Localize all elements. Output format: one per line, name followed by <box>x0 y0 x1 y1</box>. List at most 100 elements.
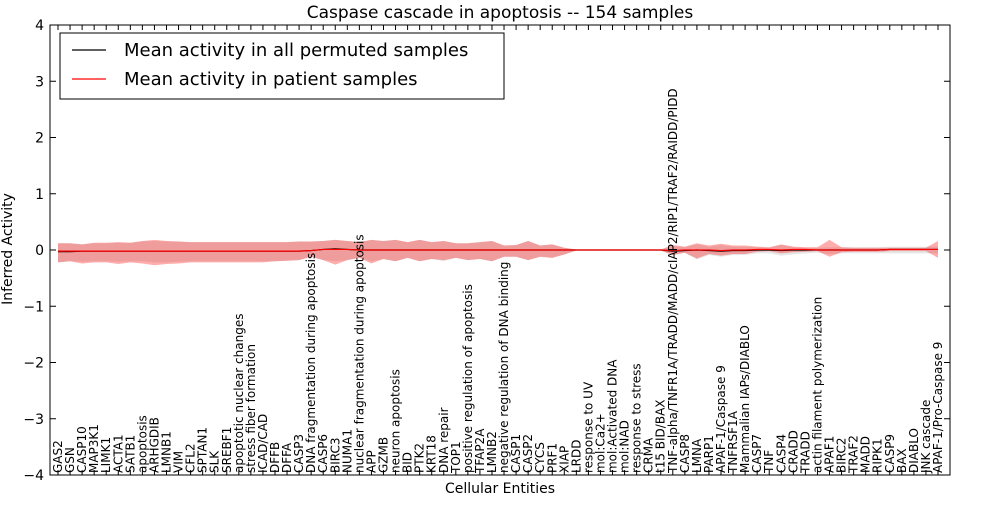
x-axis-label: Cellular Entities <box>445 481 555 497</box>
line-patient <box>58 248 938 252</box>
y-tick-label: 3 <box>35 74 44 90</box>
x-tick-labels: GAS2GSNCASP10MAP3K1LIMK1ACTA1SATB1apopto… <box>51 88 945 474</box>
x-tick-label: BID <box>401 452 415 473</box>
x-tick-label: negative regulation of DNA binding <box>497 262 511 473</box>
x-tick-label: apoptosis <box>135 415 149 473</box>
x-tick-label: ACTA1 <box>111 434 125 473</box>
x-tick-label: KRT18 <box>425 435 439 473</box>
x-tick-label: ARHGDIB <box>147 417 161 473</box>
y-tick-label: −3 <box>23 412 44 428</box>
chart-title: Caspase cascade in apoptosis -- 154 samp… <box>307 3 694 23</box>
x-tick-label: CASP3 <box>292 434 306 473</box>
y-tick-label: −2 <box>23 356 44 372</box>
x-tick-label: LRDD <box>569 439 583 473</box>
x-tick-label: LMNA <box>690 438 704 473</box>
x-tick-label: CASP2 <box>521 434 535 473</box>
x-tick-label: CASP6 <box>316 434 330 473</box>
x-tick-label: LMNB2 <box>485 431 499 473</box>
x-tick-label: ICAD/CAD <box>256 414 270 473</box>
y-axis-label: Inferred Activity <box>0 193 16 305</box>
legend-label-patient: Mean activity in patient samples <box>124 69 418 90</box>
x-tick-label: BIRC2 <box>835 437 849 473</box>
plot-frame <box>49 24 951 476</box>
x-tick-label: CASP4 <box>774 434 788 473</box>
x-tick-label: PARP1 <box>702 435 716 473</box>
series-bands <box>58 239 938 266</box>
x-tick-label: XIAP <box>557 446 571 473</box>
legend-box <box>59 32 505 100</box>
x-tick-label: mol:NAD <box>618 420 632 473</box>
x-tick-label: TNFRSF1A <box>726 410 740 474</box>
y-tick-label: −4 <box>23 468 44 484</box>
x-tick-label: PTK2 <box>413 443 427 473</box>
x-tick-label: CASP9 <box>883 434 897 473</box>
x-tick-label: CFL2 <box>184 443 198 473</box>
x-tick-label: TNF-alpha/TNFR1A/TRADD/MADD/cIAP2/RIP1/T… <box>666 88 680 474</box>
x-tick-label: TRADD <box>798 431 812 474</box>
x-tick-label: apoptotic nuclear changes <box>232 314 246 473</box>
x-tick-label: DNA fragmentation during apoptosis <box>304 253 318 473</box>
x-tick-label: GSN <box>63 447 77 473</box>
x-tick-label: GAS2 <box>51 440 65 473</box>
x-tick-label: stress fiber formation <box>244 344 258 473</box>
x-tick-label: positive regulation of apoptosis <box>461 284 475 473</box>
x-tick-label: DIABLO <box>907 428 921 473</box>
x-tick-label: MAP3K1 <box>87 424 101 473</box>
legend-label-permuted: Mean activity in all permuted samples <box>124 40 468 61</box>
x-tick-label: t15 BID/BAX <box>654 399 668 473</box>
x-tick-label: SREBF1 <box>220 427 234 473</box>
x-tick-label: Mammalian IAPs/DIABLO <box>738 325 752 473</box>
x-tick-label: response to stress <box>630 363 644 473</box>
x-tick-label: CASP10 <box>75 426 89 473</box>
x-tick-label: MADD <box>859 436 873 473</box>
x-tick-label: CASP7 <box>750 434 764 473</box>
x-tick-label: BAX <box>895 448 909 473</box>
x-tick-label: CASP1 <box>509 434 523 473</box>
x-tick-label: actin filament polymerization <box>810 297 824 473</box>
x-tick-label: APAF-1/Pro-Caspase 9 <box>931 342 945 473</box>
x-tick-label: GZMB <box>376 437 390 473</box>
legend: Mean activity in all permuted samples Me… <box>59 32 505 100</box>
x-tick-label: APP <box>364 450 378 473</box>
series-lines <box>58 248 938 253</box>
x-tick-label: PRF1 <box>545 443 559 473</box>
x-tick-label: TOP1 <box>449 441 463 474</box>
y-tick-label: 2 <box>35 131 44 147</box>
x-tick-label: TFAP2A <box>473 428 487 474</box>
y-tick-label: 0 <box>35 243 44 259</box>
x-tick-label: APAF1 <box>823 436 837 473</box>
x-tick-label: LMNB1 <box>159 431 173 473</box>
x-tick-label: mol:Activated DNA <box>606 359 620 473</box>
band-permuted <box>58 239 938 263</box>
band-patient <box>58 239 938 266</box>
x-tick-label: TRAF2 <box>847 435 861 474</box>
x-tick-label: CYCS <box>533 442 547 473</box>
x-tick-label: VIM <box>172 451 186 473</box>
x-tick-label: DFFA <box>280 442 294 473</box>
y-tick-label: 4 <box>35 18 44 34</box>
x-tick-label: LIMK1 <box>99 437 113 473</box>
x-tick-label: NUMA1 <box>340 429 354 473</box>
x-tick-label: CRMA <box>642 437 656 473</box>
x-tick-label: CASP8 <box>678 434 692 473</box>
y-tick-label: −1 <box>23 299 44 315</box>
x-tick-label: nuclear fragmentation during apoptosis <box>352 234 366 473</box>
x-tick-label: RIPK1 <box>871 438 885 473</box>
axis-ticks: −4 −3 −2 −1 0 1 2 3 4 <box>23 18 950 484</box>
x-tick-label: SATB1 <box>123 435 137 473</box>
x-tick-label: TNF <box>762 450 776 474</box>
x-tick-label: DNA repair <box>437 407 451 473</box>
x-tick-label: JNK cascade <box>919 400 933 474</box>
x-tick-label: SPTAN1 <box>196 427 210 473</box>
x-tick-label: SLK <box>208 450 222 473</box>
x-tick-label: DFFB <box>268 442 282 473</box>
x-tick-label: response to UV <box>581 381 595 473</box>
x-tick-label: neuron apoptosis <box>389 369 403 473</box>
x-tick-label: BIRC3 <box>328 437 342 473</box>
x-tick-label: APAF-1/Caspase 9 <box>714 365 728 473</box>
x-tick-label: mol:Ca2+ <box>593 413 607 473</box>
x-tick-label: CRADD <box>786 430 800 473</box>
y-tick-label: 1 <box>35 187 44 203</box>
